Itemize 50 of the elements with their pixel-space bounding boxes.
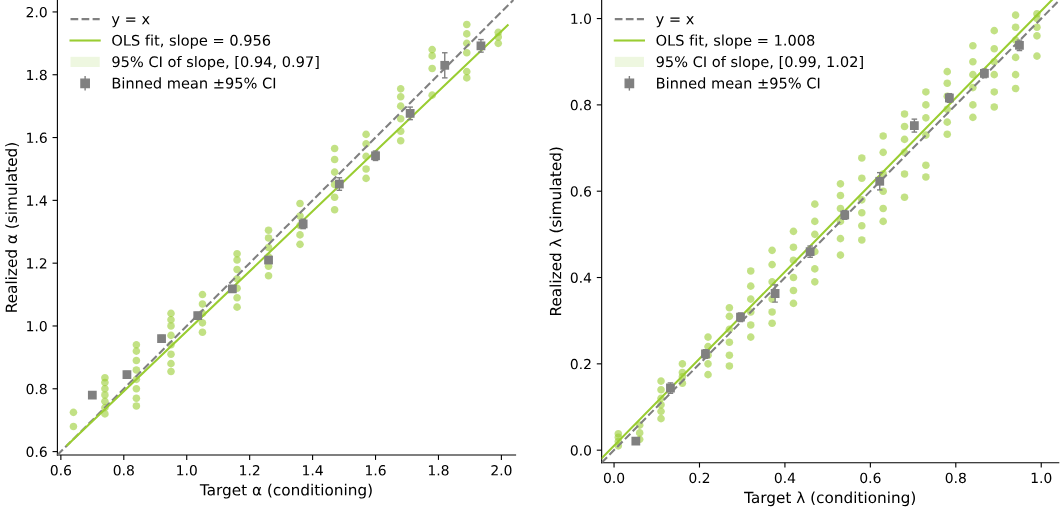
y-tick-label: 0.0 bbox=[570, 445, 592, 456]
x-tick-label: 1.4 bbox=[303, 465, 323, 476]
x-tick-label: 0.8 bbox=[945, 472, 966, 484]
y-tick-label: 0.8 bbox=[26, 383, 47, 395]
legend-label: 95% CI of slope, [0.99, 1.02] bbox=[656, 55, 863, 71]
point bbox=[770, 289, 780, 298]
y-tick-label: 0.6 bbox=[26, 446, 47, 458]
point bbox=[193, 311, 203, 320]
legend-label: OLS fit, slope = 0.956 bbox=[112, 34, 271, 49]
y-tick-label: 2.0 bbox=[26, 6, 47, 18]
x-tick-label: 1.0 bbox=[177, 465, 197, 476]
x-tick-label: 0.4 bbox=[774, 472, 796, 484]
y-tick-label: 1.4 bbox=[27, 195, 47, 206]
y-tick-label: 1.0 bbox=[27, 320, 47, 332]
y-tick-label: 1.8 bbox=[27, 69, 47, 81]
point bbox=[227, 284, 237, 294]
point bbox=[405, 108, 415, 118]
legend-label: 95% CI of slope, [0.94, 0.97] bbox=[112, 55, 319, 71]
y-tick-label: 1.0 bbox=[571, 13, 592, 25]
point bbox=[909, 121, 919, 130]
x-tick-label: 0.8 bbox=[113, 465, 134, 476]
x-tick-label: 0.0 bbox=[603, 472, 625, 484]
point bbox=[87, 390, 97, 400]
x-axis-title: Target λ (conditioning) bbox=[744, 491, 915, 507]
y-tick-label: 1.2 bbox=[27, 258, 47, 269]
legend-label: y = x bbox=[111, 16, 150, 28]
x-tick-label: 2.0 bbox=[491, 465, 512, 476]
y-tick-label: 0.6 bbox=[570, 186, 592, 197]
legend-label: OLS fit, slope = 1.008 bbox=[656, 34, 815, 49]
y-tick-label: 0.2 bbox=[570, 358, 591, 370]
x-tick-label: 0.2 bbox=[689, 472, 710, 484]
x-tick-label: 0.6 bbox=[860, 472, 881, 484]
x-tick-label: 1.8 bbox=[428, 465, 449, 476]
legend-label: Binned mean ±95% CI bbox=[112, 77, 276, 89]
y-tick-label: 0.8 bbox=[570, 99, 591, 111]
y-axis-title: Realized α (simulated) bbox=[5, 143, 19, 312]
x-axis-title: Target α (conditioning) bbox=[199, 483, 372, 499]
legend-label: y = x bbox=[656, 16, 694, 28]
y-tick-label: 1.6 bbox=[27, 132, 47, 144]
y-tick-label: 0.4 bbox=[570, 272, 592, 283]
x-tick-label: 1.6 bbox=[366, 465, 386, 476]
y-axis-title: Realized λ (simulated) bbox=[549, 147, 564, 316]
point bbox=[875, 176, 885, 186]
x-tick-label: 1.0 bbox=[1031, 472, 1052, 484]
point bbox=[631, 436, 641, 446]
legend-label: Binned mean ±95% CI bbox=[657, 77, 820, 89]
x-tick-label: 0.6 bbox=[50, 465, 72, 476]
point bbox=[122, 370, 132, 380]
point bbox=[440, 60, 450, 70]
x-tick-label: 1.2 bbox=[240, 465, 260, 476]
